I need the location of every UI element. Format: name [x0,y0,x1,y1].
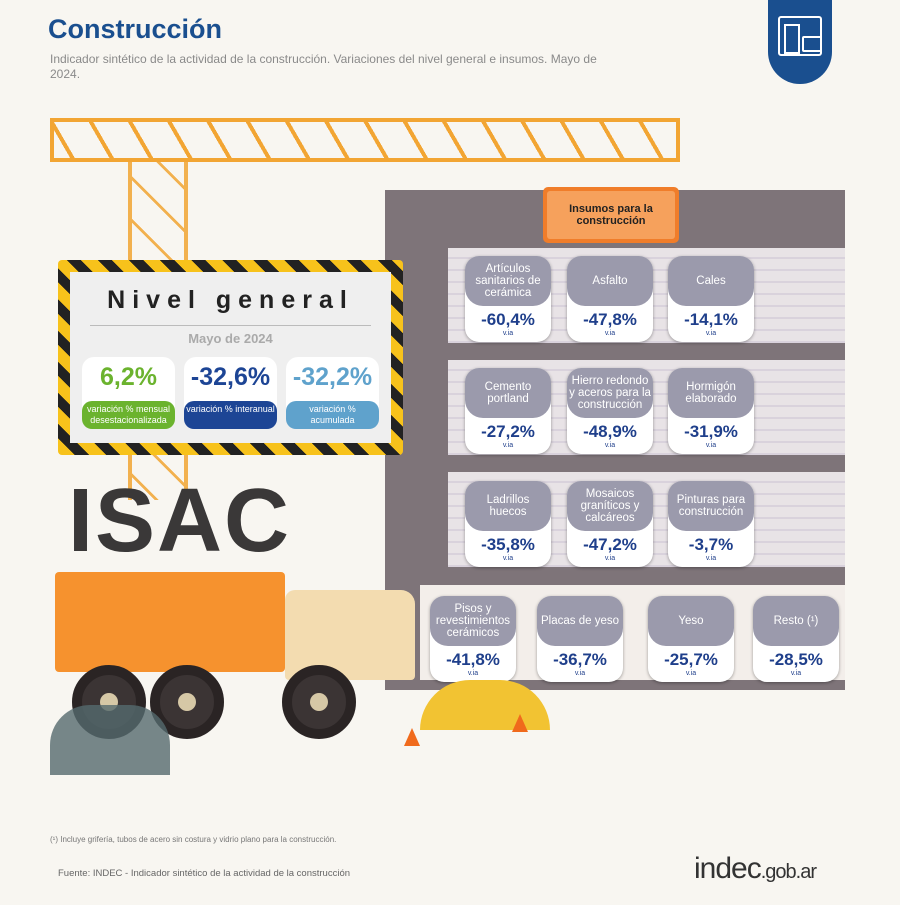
gravel-pile [50,705,170,775]
insumo-card: Ladrillos huecos -35,8% v.ia [465,481,551,567]
metric-acumulada: -32,2% variación % acumulada [286,357,379,429]
nivel-general-panel: Nivel general Mayo de 2024 6,2% variació… [58,260,403,455]
insumos-sign: Insumos para la construcción [543,187,679,243]
insumo-value: -41,8% [446,650,500,669]
metric-mensual: 6,2% variación % mensual desestacionaliz… [82,357,175,429]
divider [90,325,371,326]
metric-value: -32,6% [190,363,271,391]
insumo-card: Resto (¹) -28,5% v.ia [753,596,839,682]
insumo-name: Ladrillos huecos [465,481,551,531]
insumo-card: Cales -14,1% v.ia [668,256,754,342]
nivel-general-title: Nivel general [107,286,354,314]
insumo-value: -47,2% [583,535,637,554]
footnote: (¹) Incluye grifería, tubos de acero sin… [50,835,337,844]
insumo-value: -31,9% [684,422,738,441]
insumo-unit: v.ia [790,670,802,677]
insumo-name: Pisos y revestimientos cerámicos [430,596,516,646]
nivel-general-period: Mayo de 2024 [188,331,273,346]
insumo-card: Placas de yeso -36,7% v.ia [537,596,623,682]
insumo-value: -28,5% [769,650,823,669]
construction-icon [778,16,822,56]
insumo-card: Hierro redondo y aceros para la construc… [567,368,653,454]
insumo-name: Yeso [648,596,734,646]
insumo-unit: v.ia [604,330,616,337]
insumo-value: -3,7% [688,535,734,554]
insumo-unit: v.ia [604,555,616,562]
insumo-name: Resto (¹) [753,596,839,646]
insumo-name: Placas de yeso [537,596,623,646]
insumo-name: Cemento portland [465,368,551,418]
truck-container [55,572,285,672]
insumo-unit: v.ia [685,670,697,677]
source: Fuente: INDEC - Indicador sintético de l… [58,868,351,879]
metric-label: variación % acumulada [286,401,379,429]
metric-value: -32,2% [292,363,373,391]
insumo-unit: v.ia [502,555,514,562]
wheel-icon [282,665,356,739]
cone-icon [404,728,420,746]
insumo-card: Asfalto -47,8% v.ia [567,256,653,342]
insumo-unit: v.ia [574,670,586,677]
insumo-card: Yeso -25,7% v.ia [648,596,734,682]
truck-cab [285,590,415,680]
insumo-name: Cales [668,256,754,306]
insumo-unit: v.ia [705,330,717,337]
insumo-value: -60,4% [481,310,535,329]
insumo-value: -27,2% [481,422,535,441]
insumo-unit: v.ia [502,442,514,449]
insumo-name: Hierro redondo y aceros para la construc… [567,368,653,418]
insumo-value: -48,9% [583,422,637,441]
insumo-card: Cemento portland -27,2% v.ia [465,368,551,454]
insumo-name: Asfalto [567,256,653,306]
sand-pile [420,680,550,730]
crane-jib [50,118,680,162]
insumo-value: -35,8% [481,535,535,554]
insumo-name: Artículos sanitarios de cerámica [465,256,551,306]
metric-value: 6,2% [100,363,157,391]
insumo-card: Mosaicos graníticos y calcáreos -47,2% v.i… [567,481,653,567]
insumo-card: Hormigón elaborado -31,9% v.ia [668,368,754,454]
insumo-card: Pisos y revestimientos cerámicos -41,8% v.… [430,596,516,682]
metric-label: variación % interanual [184,401,277,429]
insumo-unit: v.ia [502,330,514,337]
insumo-name: Pinturas para construcción [668,481,754,531]
insumo-value: -36,7% [553,650,607,669]
isac-letters: ISAC [68,471,292,571]
insumo-value: -14,1% [684,310,738,329]
insumo-unit: v.ia [705,555,717,562]
metric-label: variación % mensual desestacionalizada [82,401,175,429]
insumo-unit: v.ia [705,442,717,449]
construction-badge [768,0,832,84]
page-subtitle: Indicador sintético de la actividad de l… [50,52,597,81]
insumo-card: Pinturas para construcción -3,7% v.ia [668,481,754,567]
insumo-unit: v.ia [467,670,479,677]
insumo-name: Mosaicos graníticos y calcáreos [567,481,653,531]
insumos-title: Insumos para la construcción [547,191,675,239]
indec-logo: indec.gob.ar [694,852,817,885]
insumo-value: -47,8% [583,310,637,329]
insumo-card: Artículos sanitarios de cerámica -60,4% v.… [465,256,551,342]
insumo-name: Hormigón elaborado [668,368,754,418]
insumo-unit: v.ia [604,442,616,449]
metric-interanual: -32,6% variación % interanual [184,357,277,429]
cone-icon [512,714,528,732]
insumo-value: -25,7% [664,650,718,669]
page-title: Construcción [48,14,223,44]
